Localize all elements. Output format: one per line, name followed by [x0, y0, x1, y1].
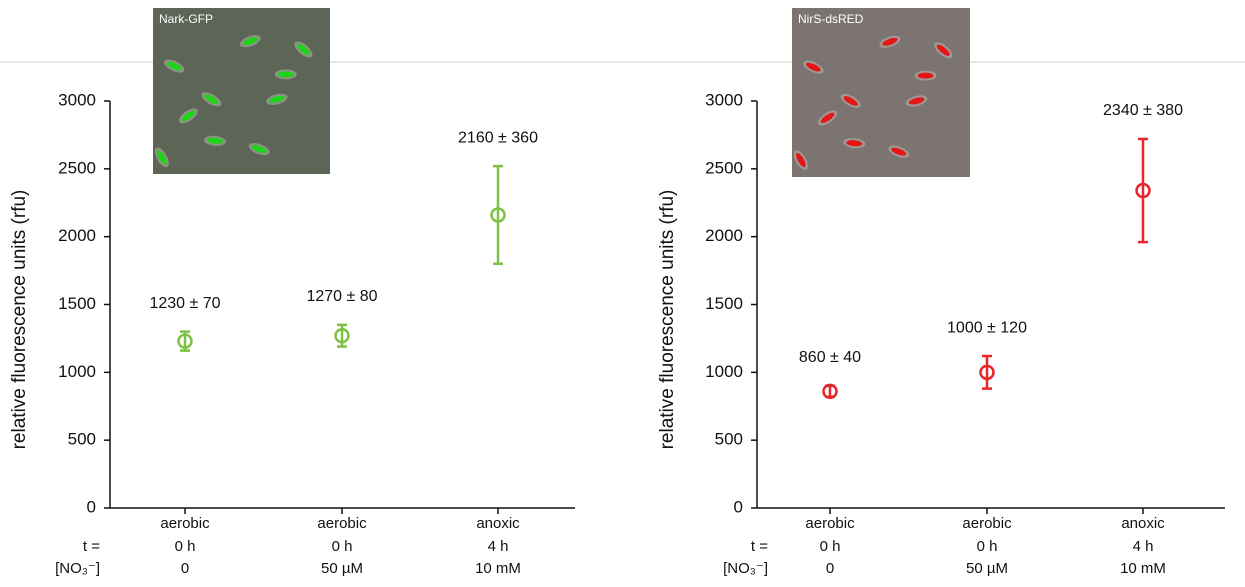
row-value: 4 h: [1133, 538, 1154, 555]
row-value: 0 h: [175, 538, 196, 555]
y-tick-label: 2000: [58, 226, 96, 245]
point: [822, 383, 838, 400]
row-label: t =: [751, 538, 768, 555]
row-value: 0 h: [977, 538, 998, 555]
row-value: 0: [826, 560, 834, 577]
inset-label: Nark-GFP: [159, 12, 213, 26]
error-bar: [493, 164, 503, 266]
error-bar: [982, 354, 992, 390]
cell: [936, 44, 950, 56]
row-label: t =: [83, 538, 100, 555]
y-tick-label: 1500: [58, 294, 96, 313]
y-tick-label: 2000: [705, 226, 743, 245]
cell: [820, 112, 835, 124]
y-tick-label: 2500: [705, 158, 743, 177]
x-tick-label: aerobic: [962, 515, 1012, 532]
y-tick-label: 0: [734, 497, 743, 516]
cell: [204, 94, 219, 105]
y-axis-label: relative fluorescence units (rfu): [9, 190, 30, 450]
x-tick-label: aerobic: [805, 515, 855, 532]
cell: [908, 97, 925, 105]
cell: [917, 72, 934, 79]
row-label: [NO₃⁻]: [723, 560, 768, 577]
cell: [843, 96, 858, 106]
row-value: 0 h: [820, 538, 841, 555]
cell: [277, 71, 294, 78]
cell: [882, 37, 898, 46]
cell: [297, 43, 310, 56]
point: [1135, 182, 1151, 199]
value-label: 1230 ± 70: [149, 295, 220, 312]
cell: [251, 145, 267, 154]
inset-background: [792, 8, 970, 177]
value-label: 2340 ± 380: [1103, 102, 1183, 119]
cell: [166, 61, 182, 71]
x-tick-label: aerobic: [160, 515, 210, 532]
cell: [846, 140, 863, 147]
inset-label: NirS-dsRED: [798, 12, 864, 26]
cell: [242, 37, 258, 46]
y-tick-label: 2500: [58, 158, 96, 177]
value-label: 2160 ± 360: [458, 129, 538, 146]
point: [490, 207, 506, 223]
error-bar: [825, 384, 835, 399]
cell: [269, 95, 285, 103]
cell: [796, 153, 806, 168]
row-value: 50 µM: [966, 560, 1008, 577]
y-tick-label: 3000: [705, 90, 743, 109]
row-value: 4 h: [488, 538, 509, 555]
y-tick-label: 500: [715, 430, 743, 449]
error-bar: [1138, 137, 1148, 244]
cell: [157, 150, 167, 165]
x-tick-label: anoxic: [476, 515, 520, 532]
row-value: 0: [181, 560, 189, 577]
y-tick-label: 1000: [58, 362, 96, 381]
y-tick-label: 1500: [705, 294, 743, 313]
y-tick-label: 3000: [58, 90, 96, 109]
row-value: 10 mM: [475, 560, 521, 577]
inset-image: NirS-dsRED: [792, 8, 970, 177]
row-value: 50 µM: [321, 560, 363, 577]
value-label: 1000 ± 120: [947, 319, 1027, 336]
cell: [206, 137, 223, 144]
row-value: 10 mM: [1120, 560, 1166, 577]
value-label: 860 ± 40: [799, 349, 861, 366]
cell: [891, 147, 907, 156]
point: [177, 333, 193, 349]
point: [979, 364, 995, 381]
row-value: 0 h: [332, 538, 353, 555]
y-tick-label: 500: [68, 430, 96, 449]
point: [334, 327, 350, 344]
inset-image: Nark-GFP: [153, 8, 330, 174]
x-tick-label: anoxic: [1121, 515, 1165, 532]
inset-background: [153, 8, 330, 174]
cell: [805, 62, 821, 72]
row-label: [NO₃⁻]: [55, 560, 100, 577]
x-tick-label: aerobic: [317, 515, 367, 532]
y-tick-label: 0: [87, 497, 96, 516]
y-tick-label: 1000: [705, 362, 743, 381]
cell: [181, 110, 196, 122]
y-axis-label: relative fluorescence units (rfu): [657, 190, 678, 450]
value-label: 1270 ± 80: [306, 288, 377, 305]
